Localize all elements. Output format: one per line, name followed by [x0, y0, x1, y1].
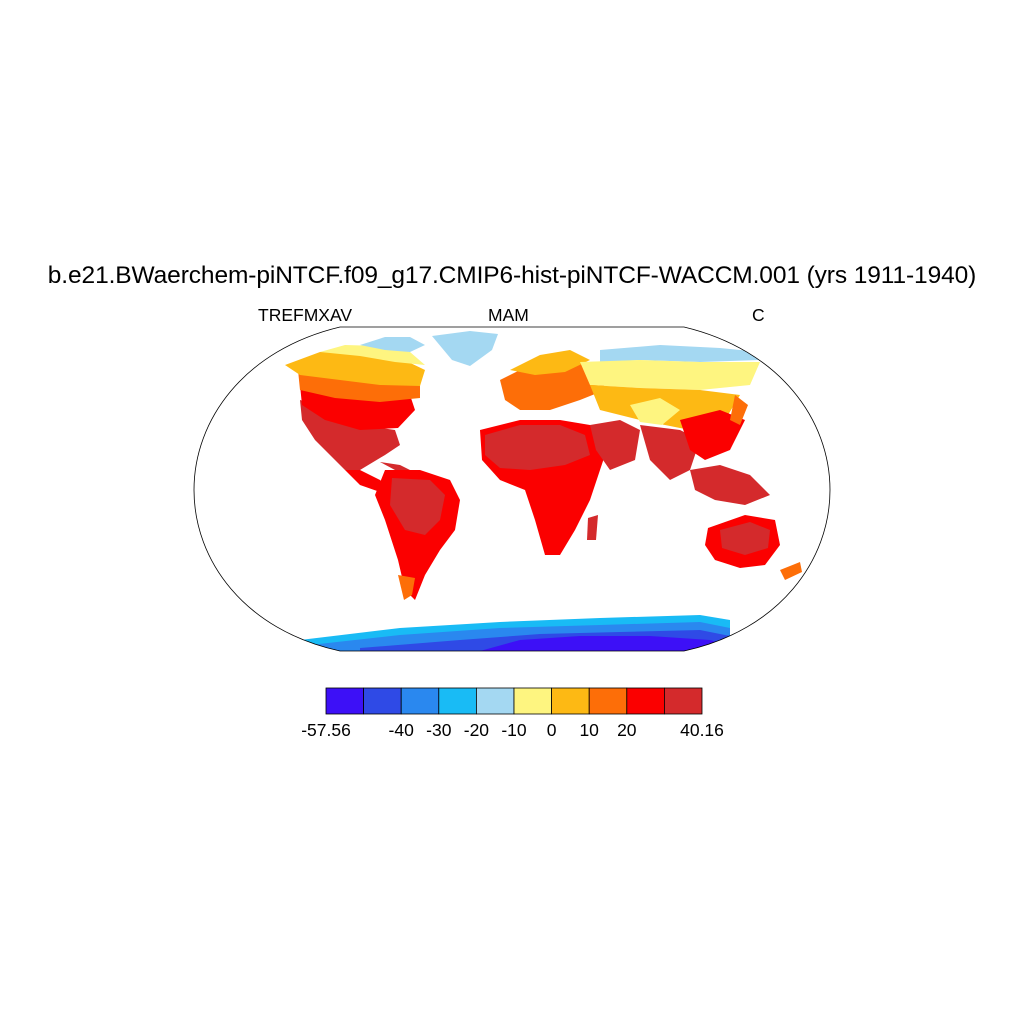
south-asia: [640, 425, 700, 480]
colorbar-swatch: [475, 687, 515, 715]
colorbar-swatch: [438, 687, 477, 715]
colorbar-swatch: [664, 687, 703, 715]
colorbar-swatch: [363, 687, 402, 715]
colorbar-tick-label: 40.16: [680, 720, 724, 740]
colorbar-swatch: [626, 687, 665, 715]
middle-east: [590, 420, 640, 470]
east-asia: [680, 410, 745, 460]
australia-interior: [720, 522, 770, 555]
japan: [730, 395, 748, 425]
scandinavia: [510, 350, 590, 375]
new-zealand: [780, 562, 802, 580]
map-border: [193, 326, 831, 652]
amazon: [390, 478, 445, 535]
colorbar-tick-label: -10: [501, 720, 527, 740]
colorbar-tick-label: -40: [388, 720, 414, 740]
siberia: [580, 360, 760, 390]
colorbar-tick-label: -20: [463, 720, 490, 740]
patagonia: [398, 575, 415, 600]
colorbar-swatch: [400, 687, 440, 715]
colorbar-swatch: [513, 687, 552, 715]
colorbar-tick-label: -57.56: [301, 720, 351, 740]
plot-title: b.e21.BWaerchem-piNTCF.f09_g17.CMIP6-his…: [47, 262, 977, 289]
colorbar-tick-label: 10: [579, 720, 599, 740]
variable-label: TREFMXAV: [258, 305, 352, 325]
southeast-asia: [690, 465, 770, 505]
season-label: MAM: [488, 305, 529, 325]
greenland: [432, 331, 498, 366]
caribbean: [380, 462, 410, 470]
antarctica-dome: [480, 636, 730, 651]
colorbar-tick-label: 0: [546, 720, 557, 740]
siberia-north: [600, 345, 760, 362]
colorbar-swatch: [588, 687, 628, 715]
units-label: C: [752, 305, 765, 325]
colorbar-tick-label: -30: [426, 720, 452, 740]
colorbar-tick-label: 20: [617, 720, 637, 740]
madagascar: [587, 515, 598, 540]
land-temperature-field: [285, 331, 802, 651]
colorbar-swatch: [325, 687, 364, 715]
colorbar-swatch: [551, 687, 590, 715]
sahara: [485, 425, 590, 470]
tibet: [630, 398, 680, 425]
arctic-islands: [360, 337, 425, 352]
